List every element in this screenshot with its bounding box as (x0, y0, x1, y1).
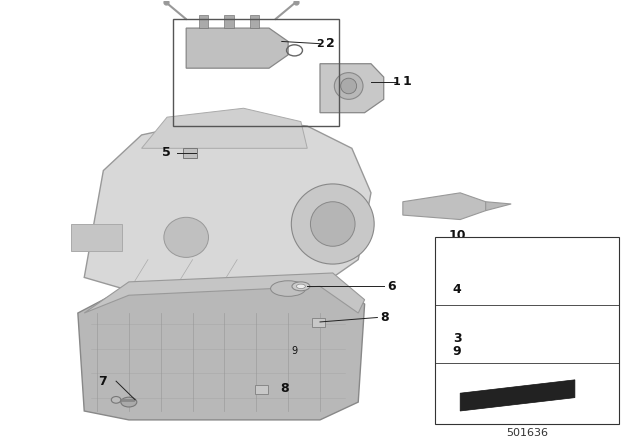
Bar (312, 319, 325, 327)
Text: 4: 4 (348, 81, 354, 91)
Text: 8: 8 (381, 311, 389, 324)
Polygon shape (84, 273, 365, 313)
Text: 501636: 501636 (506, 428, 548, 438)
Polygon shape (460, 380, 575, 411)
Text: 4: 4 (452, 283, 461, 296)
Ellipse shape (164, 217, 209, 258)
Text: 2: 2 (316, 39, 324, 49)
Polygon shape (225, 15, 234, 28)
Text: 8: 8 (280, 382, 289, 395)
Ellipse shape (310, 202, 355, 246)
Ellipse shape (271, 281, 306, 296)
Text: 7: 7 (98, 375, 106, 388)
Polygon shape (72, 224, 122, 251)
Polygon shape (250, 15, 259, 28)
Polygon shape (320, 64, 384, 113)
Text: 10: 10 (448, 228, 466, 241)
Bar (183, 148, 197, 158)
Text: 2: 2 (326, 37, 335, 50)
Polygon shape (141, 108, 307, 148)
Text: 9: 9 (291, 346, 298, 356)
Ellipse shape (296, 284, 305, 289)
Ellipse shape (111, 396, 121, 403)
Text: 6: 6 (387, 280, 396, 293)
Bar (255, 385, 268, 394)
Ellipse shape (291, 184, 374, 264)
Ellipse shape (292, 282, 310, 291)
Text: 3: 3 (358, 97, 365, 107)
Text: 1: 1 (392, 77, 401, 86)
Text: 9: 9 (452, 345, 461, 358)
Bar (173, 19, 339, 126)
Ellipse shape (121, 397, 137, 407)
Polygon shape (199, 15, 209, 28)
Polygon shape (78, 277, 365, 420)
Bar (435, 237, 620, 424)
Ellipse shape (340, 78, 356, 94)
Text: 3: 3 (452, 332, 461, 345)
Polygon shape (84, 117, 371, 304)
Polygon shape (486, 202, 511, 211)
Text: 1: 1 (403, 75, 412, 88)
Ellipse shape (334, 73, 363, 99)
Text: 5: 5 (161, 146, 170, 159)
Polygon shape (403, 193, 486, 220)
Polygon shape (186, 28, 288, 68)
